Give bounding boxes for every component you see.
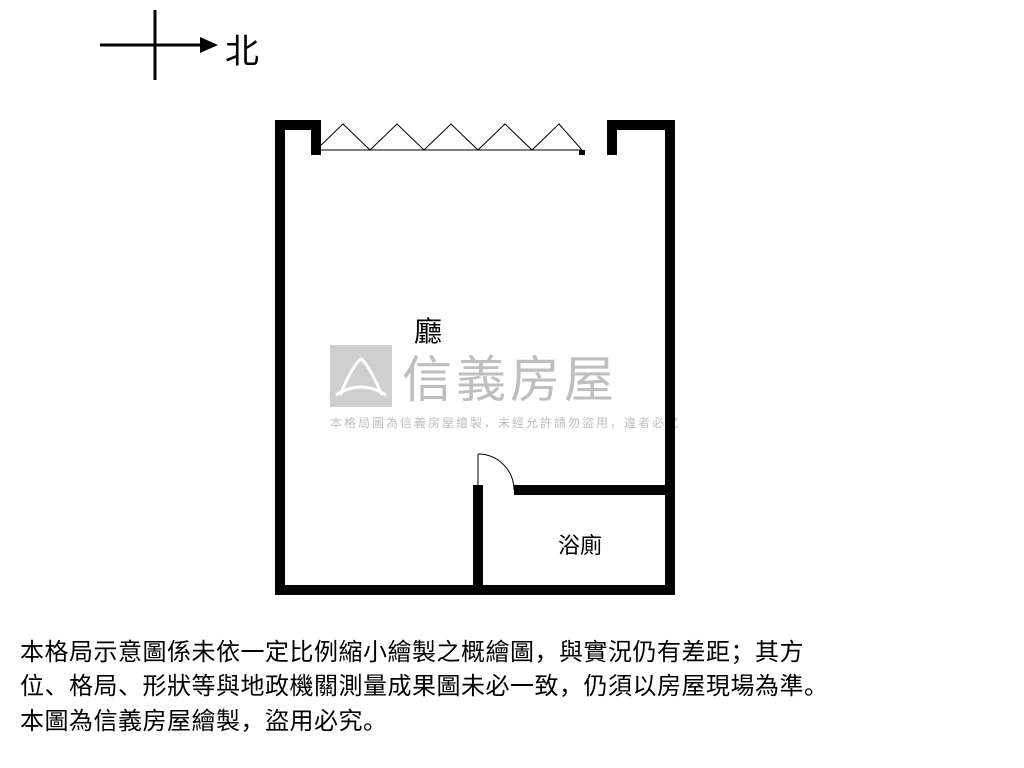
- compass-icon: [100, 10, 218, 80]
- disclaimer-text: 本格局示意圖係未依一定比例縮小繪製之概繪圖，與實況仍有差距；其方 位、格局、形狀…: [20, 636, 1004, 740]
- disclaimer-line2: 位、格局、形狀等與地政機關測量成果圖未必一致，仍須以房屋現場為準。: [20, 673, 829, 700]
- bathroom-label: 浴廁: [558, 528, 602, 560]
- door-arc-icon: [478, 454, 514, 490]
- disclaimer-line1: 本格局示意圖係未依一定比例縮小繪製之概繪圖，與實況仍有差距；其方: [20, 639, 804, 666]
- disclaimer-line3: 本圖為信義房屋繪製，盜用必究。: [20, 708, 388, 735]
- north-label: 北: [225, 24, 259, 73]
- zigzag-icon: [316, 124, 582, 150]
- hall-label: 廳: [414, 310, 442, 350]
- floorplan-canvas: 信義房屋 本格局圖為信義房屋繪製，未經允許請勿盜用，違者必究: [0, 0, 1024, 768]
